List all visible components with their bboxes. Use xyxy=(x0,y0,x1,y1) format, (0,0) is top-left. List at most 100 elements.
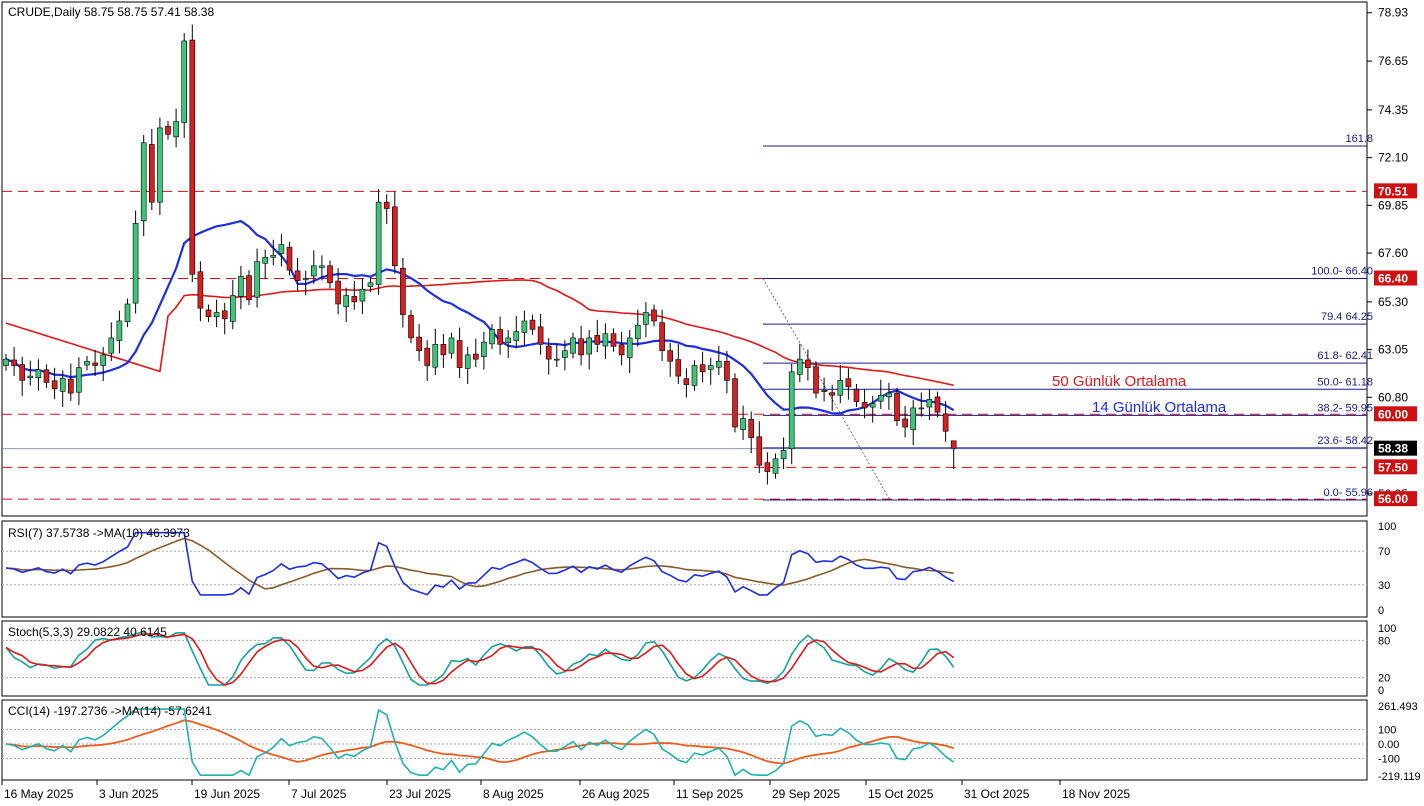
candle-body xyxy=(367,282,374,287)
stoch-header: Stoch(5,3,3) 29.0822 40.6145 xyxy=(8,625,167,639)
candle-body xyxy=(610,333,617,347)
date-label: 3 Jun 2025 xyxy=(99,787,159,801)
rsi-header: RSI(7) 37.5738 ->MA(10) 46.3973 xyxy=(8,526,190,540)
candle-body xyxy=(796,358,803,375)
price-tag xyxy=(1374,459,1417,475)
candle-body xyxy=(464,354,471,369)
candle-body xyxy=(76,367,82,393)
candle-body xyxy=(100,354,106,366)
candle-body xyxy=(950,440,957,449)
candle-body xyxy=(310,265,317,277)
candle-body xyxy=(740,418,746,430)
candle-body xyxy=(294,270,301,281)
candle-body xyxy=(594,335,601,345)
candle-body xyxy=(545,345,552,360)
candle-body xyxy=(43,369,50,383)
candle-body xyxy=(707,365,714,370)
candle-body xyxy=(805,359,811,368)
fib-label-1: 100.0- 66.40 xyxy=(1311,266,1373,278)
cci-tick-label: -219.119 xyxy=(1378,771,1421,783)
candle-body xyxy=(643,312,649,325)
candle-body xyxy=(861,402,868,409)
candle-body xyxy=(877,394,884,402)
candle-body xyxy=(715,360,722,368)
stoch-tick-label: 0 xyxy=(1378,685,1384,697)
candle-body xyxy=(602,333,609,347)
candle-body xyxy=(238,276,244,297)
rsi-tick-label: 0 xyxy=(1378,605,1384,617)
candle-body xyxy=(537,326,544,345)
candle-body xyxy=(205,309,212,318)
cci-header: CCI(14) -197.2736 ->MA(14) -57.6241 xyxy=(8,704,212,718)
candle-body xyxy=(756,436,763,466)
oscillators: 1007030010080200261.4931000.00-100-219.1… xyxy=(2,521,1421,783)
price-tag-label: 58.38 xyxy=(1378,442,1408,456)
candle-body xyxy=(586,337,593,355)
candle-body xyxy=(513,331,520,341)
candle-body xyxy=(448,337,455,354)
main-panel xyxy=(1,1,1368,517)
price-tag-label: 57.50 xyxy=(1378,460,1408,474)
rsi-line xyxy=(5,531,955,596)
price-tick-label: 67.60 xyxy=(1378,246,1408,260)
candle-body xyxy=(683,378,690,385)
candle-body xyxy=(254,261,260,298)
candle-body xyxy=(926,399,933,408)
price-tick-label: 78.93 xyxy=(1378,6,1408,20)
candle-body xyxy=(3,358,9,366)
candle-body xyxy=(724,360,730,381)
candle-body xyxy=(570,337,576,354)
candle-body xyxy=(286,246,293,271)
candle-body xyxy=(691,365,698,386)
price-tag-label: 70.51 xyxy=(1378,184,1408,198)
candles xyxy=(3,24,957,485)
candle-body xyxy=(837,380,844,396)
cci-line xyxy=(5,708,955,777)
price-tag xyxy=(1374,406,1417,422)
candle-body xyxy=(529,319,536,330)
candle-body xyxy=(149,144,155,203)
price-tag-label: 60.00 xyxy=(1378,407,1408,421)
candle-body xyxy=(27,375,34,379)
price-tick-label: 63.05 xyxy=(1378,343,1408,357)
candle-body xyxy=(278,244,285,254)
price-tag-label: 66.40 xyxy=(1378,272,1408,286)
candle-body xyxy=(553,358,560,361)
candle-body xyxy=(351,296,358,303)
price-tag-label: 56.00 xyxy=(1378,492,1408,506)
candle-body xyxy=(634,324,641,340)
candle-body xyxy=(221,310,228,320)
price-tick-label: 74.35 xyxy=(1378,103,1408,117)
candle-body xyxy=(173,121,179,138)
candle-body xyxy=(416,336,422,351)
fib-label-7: 0.0- 55.96 xyxy=(1323,487,1373,499)
candle-body xyxy=(302,278,309,281)
ma50-label: 50 Günlük Ortalama xyxy=(1052,373,1187,390)
candle-body xyxy=(764,462,771,472)
candle-body xyxy=(189,39,196,275)
price-tag xyxy=(1374,270,1417,286)
rsi-tick-label: 70 xyxy=(1378,546,1390,558)
date-axis: 16 May 2025 3 Jun 2025 19 Jun 2025 7 Jul 20… xyxy=(1,780,1130,801)
candle-body xyxy=(343,295,350,307)
price-axis: 78.93 76.65 74.35 72.10 69.85 67.60 65.30 63.05… xyxy=(1367,6,1417,507)
candle-body xyxy=(124,303,131,323)
price-tick-label: 72.10 xyxy=(1378,151,1408,165)
candle-body xyxy=(788,371,795,449)
stoch-tick-label: 80 xyxy=(1378,635,1390,647)
stoch-panel xyxy=(1,620,1368,697)
date-label: 8 Aug 2025 xyxy=(483,787,544,801)
candle-body xyxy=(886,392,892,398)
candle-body xyxy=(424,347,431,366)
candle-body xyxy=(408,315,414,339)
candle-body xyxy=(181,40,187,123)
candle-body xyxy=(853,388,860,402)
candle-body xyxy=(270,254,277,258)
candle-body xyxy=(116,320,123,341)
fib-label-3: 61.8- 62.41 xyxy=(1317,350,1373,362)
candle-body xyxy=(84,360,90,366)
candle-body xyxy=(780,450,787,460)
candle-body xyxy=(319,265,325,268)
candle-body xyxy=(910,407,917,430)
